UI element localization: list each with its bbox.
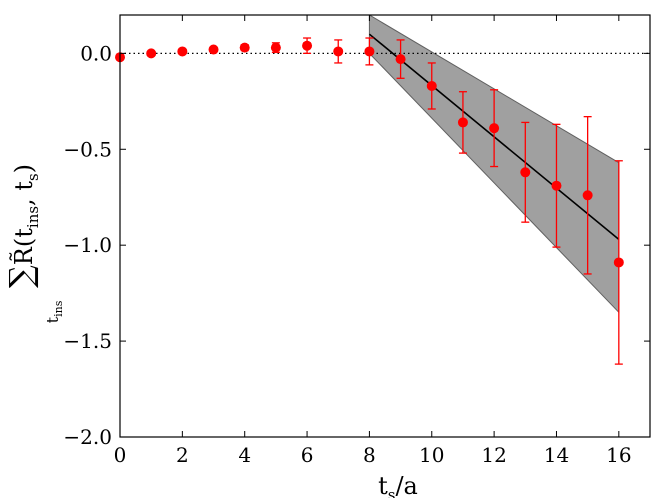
x-tick-label: 16 [606, 443, 631, 467]
y-label-arg1-sub: ins [24, 206, 42, 228]
sum-subscript-sub: ins [52, 300, 65, 317]
data-point [489, 123, 500, 134]
x-tick-label: 0 [114, 443, 127, 467]
data-point [239, 42, 250, 53]
y-label-comma: , [10, 191, 38, 206]
y-label-paren-open: ( [10, 238, 38, 247]
svg-text:ts/a: ts/a [378, 472, 418, 498]
x-tick-label: 2 [176, 443, 189, 467]
data-point [426, 80, 437, 91]
svg-text:∑R̃(tins, ts): ∑R̃(tins, ts) [2, 164, 42, 288]
data-point [146, 48, 157, 59]
data-point [302, 40, 313, 51]
x-axis-label-base: t [378, 472, 388, 498]
x-axis-label-suffix: /a [395, 472, 417, 498]
x-tick-label: 4 [238, 443, 251, 467]
data-point [177, 46, 188, 57]
y-tick-label: −1.0 [63, 233, 112, 257]
y-label-func: R̃ [10, 246, 38, 265]
y-label-arg2-sub: s [24, 173, 42, 181]
data-point [395, 54, 406, 65]
y-label-paren-close: ) [10, 164, 38, 173]
data-point [270, 42, 281, 53]
data-point [208, 44, 219, 55]
y-tick-label: −0.5 [63, 137, 112, 161]
data-point [364, 46, 375, 57]
y-label-arg2: t [10, 181, 38, 191]
summation-symbol: ∑ [2, 265, 40, 288]
errorbar-layer [178, 37, 623, 365]
plot-frame [119, 14, 651, 438]
x-tick-label: 6 [301, 443, 314, 467]
svg-text:tins: tins [43, 300, 65, 323]
point-layer [115, 40, 624, 268]
x-axis-label-sub: s [388, 486, 396, 498]
data-point [582, 190, 593, 201]
data-point [551, 180, 562, 191]
data-point [520, 167, 531, 178]
y-tick-label: −2.0 [63, 425, 112, 449]
data-point [333, 46, 344, 57]
tick-layer: 0 2 4 6 8 10 12 14 16 0.0 −0.5 −1.0 −1.5 −2.0 [63, 15, 650, 467]
y-label-arg1: t [10, 228, 38, 238]
x-axis-label: ts/a [378, 472, 418, 498]
y-axis-label: ∑R̃(tins, ts) tins [2, 164, 65, 323]
y-tick-label: −1.5 [63, 329, 112, 353]
sum-subscript: t [43, 316, 62, 323]
x-tick-label: 12 [481, 443, 506, 467]
x-tick-label: 14 [544, 443, 569, 467]
y-tick-label: 0.0 [80, 41, 112, 65]
data-point [613, 257, 624, 268]
data-point [457, 117, 468, 128]
x-tick-label: 8 [363, 443, 376, 467]
x-tick-label: 10 [419, 443, 444, 467]
